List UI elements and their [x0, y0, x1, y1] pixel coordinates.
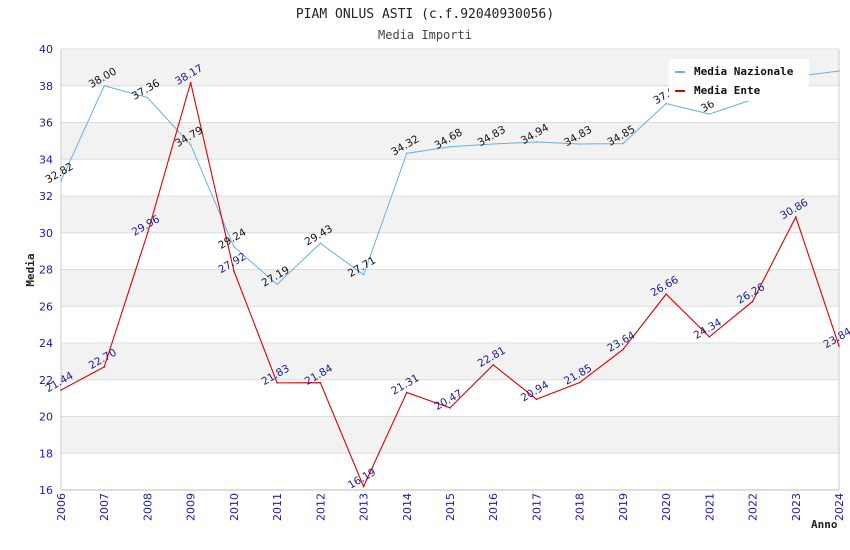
x-tick-label: 2009	[185, 493, 198, 521]
y-tick-label: 28	[39, 264, 53, 277]
data-point-media-ente	[751, 300, 754, 303]
y-tick-label: 20	[39, 411, 53, 424]
x-tick-label: 2015	[444, 493, 457, 521]
data-label-media-ente: 20.47	[432, 388, 464, 413]
y-tick-label: 32	[39, 190, 53, 203]
x-tick-label: 2022	[747, 493, 760, 521]
data-point-media-ente	[146, 232, 149, 235]
x-tick-label: 2012	[314, 493, 327, 521]
data-label-media-ente: 20.94	[519, 379, 551, 405]
data-point-media-ente	[708, 335, 711, 338]
data-label-media-nazionale: 36	[699, 98, 717, 115]
x-axis-label: Anno	[811, 518, 838, 531]
y-tick-label: 40	[39, 43, 53, 56]
data-point-media-ente	[233, 270, 235, 272]
grid-band	[61, 196, 839, 233]
data-point-media-ente	[578, 381, 581, 384]
y-tick-labels: 16 18 20 22 24 26 28 30 32 34 36 38 40	[39, 43, 53, 497]
data-point-media-nazionale	[189, 143, 192, 146]
x-tick-label: 2023	[790, 493, 803, 521]
x-tick-label: 2020	[660, 493, 673, 521]
data-point-media-nazionale	[362, 274, 365, 276]
data-point-media-ente	[794, 216, 797, 218]
y-tick-label: 26	[39, 300, 53, 313]
x-tick-label: 2019	[617, 493, 630, 521]
data-point-media-nazionale	[405, 152, 408, 155]
data-label-media-ente: 16.19	[346, 466, 378, 491]
y-tick-label: 24	[39, 337, 53, 350]
data-point-media-nazionale	[103, 84, 106, 87]
y-tick-label: 16	[39, 484, 53, 497]
grid-band	[61, 269, 839, 307]
data-label-media-ente: 24.34	[692, 316, 724, 342]
y-tick-label: 18	[39, 447, 53, 460]
grid-band	[61, 416, 839, 454]
x-tick-label: 2021	[703, 493, 716, 521]
data-point-media-ente	[362, 485, 365, 488]
x-tick-label: 2018	[574, 493, 587, 521]
x-tick-label: 2014	[401, 493, 414, 521]
data-point-media-nazionale	[708, 113, 711, 115]
x-tick-label: 2008	[141, 493, 154, 521]
data-point-media-ente	[838, 345, 840, 347]
legend-label-media-nazionale: Media Nazionale	[694, 65, 794, 78]
x-tick-label: 2024	[833, 493, 846, 521]
legend-label-media-ente: Media Ente	[694, 84, 761, 97]
x-tick-label: 2007	[98, 493, 111, 521]
x-tick-labels: 2006 2007 2008 2009 2010 2011 2012 2013 2014 2015…	[55, 493, 846, 521]
data-point-media-ente	[189, 81, 192, 84]
y-tick-label: 34	[39, 153, 53, 166]
x-tick-label: 2013	[358, 493, 371, 521]
series-line-media-nazionale	[60, 70, 840, 286]
y-tick-label: 22	[39, 374, 53, 387]
y-axis-label: Media	[24, 253, 37, 286]
legend: Media Nazionale Media Ente	[669, 59, 809, 101]
x-tick-label: 2006	[55, 493, 68, 521]
data-point-media-ente	[319, 381, 322, 384]
y-tick-label: 30	[39, 227, 53, 240]
grid-band	[61, 122, 839, 160]
data-point-media-nazionale	[233, 245, 235, 248]
data-point-media-nazionale	[492, 143, 495, 145]
grid-band	[61, 343, 839, 380]
axes	[60, 49, 840, 491]
chart-subtitle: Media Importi	[378, 28, 472, 42]
data-point-media-ente	[276, 382, 278, 384]
data-point-media-ente	[492, 364, 495, 366]
data-point-media-nazionale	[276, 283, 278, 286]
data-point-media-ente	[449, 407, 451, 409]
data-point-media-ente	[622, 348, 624, 351]
data-point-media-nazionale	[535, 141, 538, 143]
y-tick-label: 36	[39, 117, 53, 130]
data-point-media-nazionale	[578, 143, 581, 145]
data-point-media-nazionale	[449, 145, 451, 148]
chart-title: PIAM ONLUS ASTI (c.f.92040930056)	[296, 7, 554, 22]
x-tick-label: 2011	[271, 493, 284, 521]
data-point-media-nazionale	[622, 142, 624, 145]
legend-box	[669, 59, 809, 101]
data-point-media-ente	[60, 389, 62, 391]
y-tick-label: 38	[39, 80, 53, 93]
data-point-media-ente	[405, 391, 408, 394]
x-tick-label: 2010	[228, 493, 241, 521]
data-point-media-ente	[103, 366, 106, 368]
data-point-media-nazionale	[146, 96, 149, 99]
data-point-media-ente	[535, 398, 538, 401]
data-point-media-ente	[665, 293, 667, 295]
series-lines	[60, 70, 840, 488]
x-tick-label: 2016	[487, 493, 500, 521]
data-point-media-nazionale	[319, 242, 322, 245]
data-point-media-nazionale	[838, 70, 840, 72]
data-point-media-nazionale	[60, 180, 62, 182]
x-tick-label: 2017	[530, 493, 543, 521]
data-point-media-nazionale	[665, 102, 667, 105]
